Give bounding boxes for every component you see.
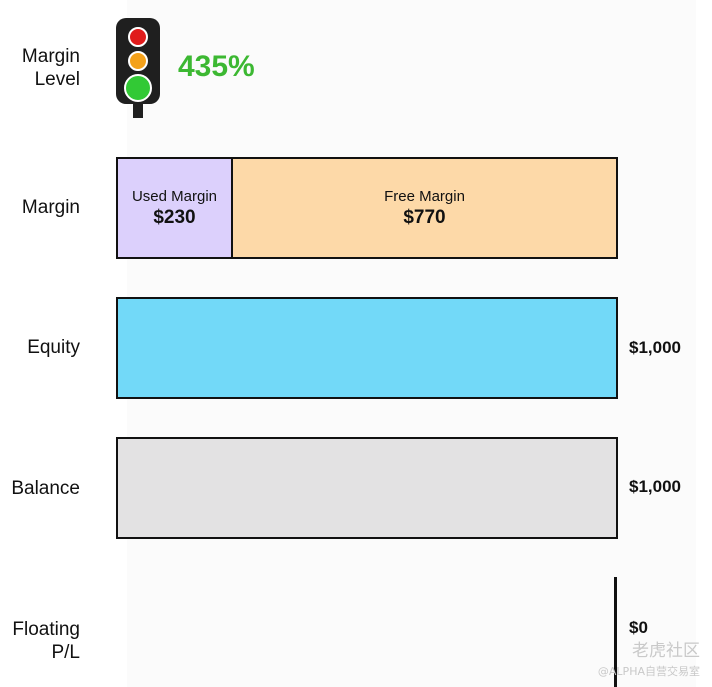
used-margin-value: $230 [153,207,196,228]
floating-pl-zero-line [614,577,617,687]
margin-level-label-line1: Margin [21,46,80,67]
used-margin-title: Used Margin [131,188,218,205]
equity-label: Equity [27,337,80,358]
floating-pl-label: Floating P/L [12,618,80,664]
traffic-light-pole [133,100,143,118]
equity-bar [116,297,618,399]
floating-pl-value: $0 [629,618,648,637]
red-lamp-icon [128,27,148,47]
balance-value: $1,000 [629,477,681,496]
margin-level-value: 435% [178,50,255,83]
balance-bar [116,437,618,539]
floating-pl-label-line1: Floating [12,619,80,640]
free-margin-title: Free Margin [384,188,465,205]
free-margin-value: $770 [403,207,446,228]
used-margin-segment: Used Margin $230 [118,159,233,257]
margin-level-label: Margin Level [22,45,80,91]
margin-bar: Used Margin $230 Free Margin $770 [116,157,618,259]
watermark-subtitle: @ALPHA自营交易室 [597,665,700,678]
free-margin-segment: Free Margin $770 [233,159,616,257]
equity-value: $1,000 [629,338,681,357]
balance-label: Balance [11,478,80,499]
green-lamp-icon [124,74,152,102]
margin-label: Margin [21,197,80,218]
margin-level-label-line2: Level [34,69,80,90]
floating-pl-label-line2: P/L [51,642,80,663]
watermark-title: 老虎社区 [632,641,700,661]
amber-lamp-icon [128,51,148,71]
